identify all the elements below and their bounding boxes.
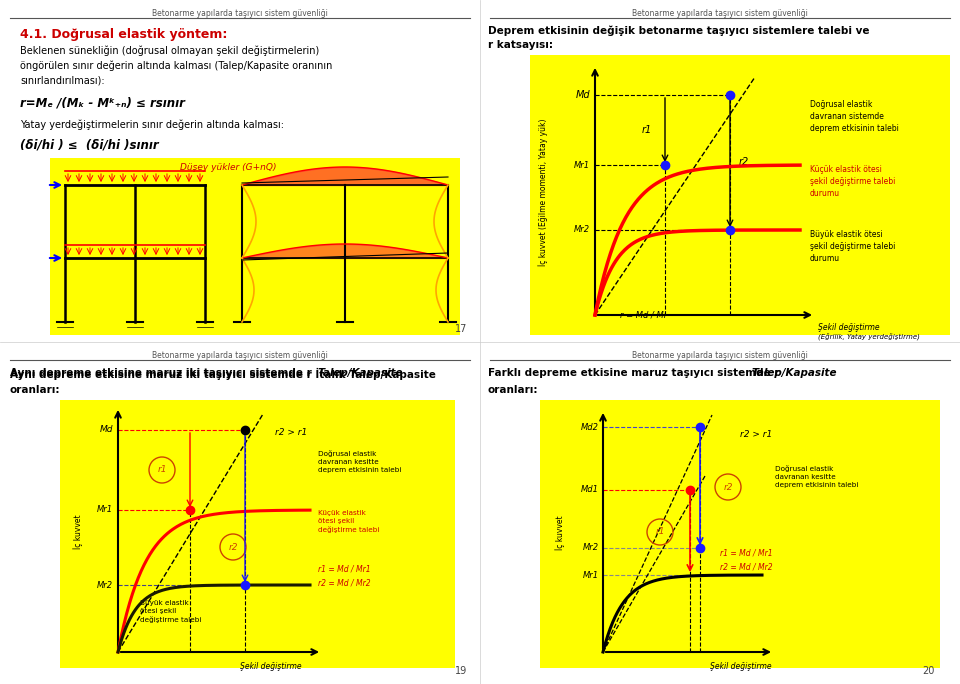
Text: r=Mₑ /(Mₖ - Mᵏ₊ₙ) ≤ rsınır: r=Mₑ /(Mₖ - Mᵏ₊ₙ) ≤ rsınır [20,96,185,109]
Text: Doğrusal elastik
davranan sistemde
deprem etkisinin talebi: Doğrusal elastik davranan sistemde depre… [810,100,899,133]
Text: r = Md / Mi: r = Md / Mi [620,310,666,319]
Text: r2: r2 [228,542,238,551]
Text: 20: 20 [923,666,935,676]
Text: Mr2: Mr2 [574,226,590,235]
Text: 19: 19 [455,666,467,676]
Text: İç kuvvet: İç kuvvet [73,514,83,549]
Text: Aynı depreme etkisine maruz iki taşıyıcı sistemde r İtalik Talep/Kapasite: Aynı depreme etkisine maruz iki taşıyıcı… [10,368,436,380]
Text: Mr2: Mr2 [97,581,113,590]
Text: r2 = Md / Mr2: r2 = Md / Mr2 [720,562,773,571]
Text: r1: r1 [157,466,167,475]
Text: İç kuvvet: İç kuvvet [555,516,564,551]
Text: Mr1: Mr1 [97,505,113,514]
Text: Betonarme yapılarda taşıyıcı sistem güvenliği: Betonarme yapılarda taşıyıcı sistem güve… [632,10,808,18]
Text: Betonarme yapılarda taşıyıcı sistem güvenliği: Betonarme yapılarda taşıyıcı sistem güve… [152,10,328,18]
Text: Farklı depreme etkisine maruz taşıyıcı sistemde r: Farklı depreme etkisine maruz taşıyıcı s… [488,368,783,378]
Text: r1: r1 [656,527,664,536]
Text: (Eğrilik, Yatay yerdeğiştirme): (Eğrilik, Yatay yerdeğiştirme) [818,333,920,341]
Text: Yatay yerdeğiştirmelerin sınır değerin altında kalması:: Yatay yerdeğiştirmelerin sınır değerin a… [20,120,284,131]
Text: Düşey yükler (G+nQ): Düşey yükler (G+nQ) [180,163,276,172]
Text: Mr1: Mr1 [583,570,599,579]
Text: Küçük elastik
ötesi şekil
değiştirme talebi: Küçük elastik ötesi şekil değiştirme tal… [318,510,379,534]
Text: Büyük elastik
ötesi şekil
değiştirme talebi: Büyük elastik ötesi şekil değiştirme tal… [140,600,202,623]
Text: Betonarme yapılarda taşıyıcı sistem güvenliği: Betonarme yapılarda taşıyıcı sistem güve… [632,352,808,360]
Bar [540,400,940,668]
Text: İç kuvvet (Eğilme momenti, Yatay yük): İç kuvvet (Eğilme momenti, Yatay yük) [538,118,548,266]
Text: Md: Md [100,425,113,434]
Text: r2: r2 [723,482,732,492]
Text: Şekil değiştirme: Şekil değiştirme [818,323,879,332]
Text: Md1: Md1 [581,486,599,495]
Text: r2 = Md / Mr2: r2 = Md / Mr2 [318,578,371,587]
Text: oranları:: oranları: [488,385,539,395]
Text: Şekil değiştirme: Şekil değiştirme [710,662,772,671]
Text: Talep/Kapasite: Talep/Kapasite [752,368,837,378]
Text: r2 > r1: r2 > r1 [740,430,772,439]
Text: 4.1. Doğrusal elastik yöntem:: 4.1. Doğrusal elastik yöntem: [20,28,228,41]
Text: 17: 17 [455,324,467,334]
Bar [530,55,950,335]
Text: r1 = Md / Mr1: r1 = Md / Mr1 [318,565,371,574]
Text: Md2: Md2 [581,423,599,432]
Text: r1 = Md / Mr1: r1 = Md / Mr1 [720,548,773,557]
Text: r2: r2 [739,157,749,167]
Text: Mr1: Mr1 [574,161,590,170]
Text: r katsayısı:: r katsayısı: [488,40,553,50]
Text: Deprem etkisinin değişik betonarme taşıyıcı sistemlere talebi ve: Deprem etkisinin değişik betonarme taşıy… [488,26,870,36]
Bar [60,400,455,668]
Bar [50,158,460,335]
Text: Küçük elastik ötesi
şekil değiştirme talebi
durumu: Küçük elastik ötesi şekil değiştirme tal… [810,165,896,198]
Text: r2 > r1: r2 > r1 [275,428,307,437]
Text: (δi/hi ) ≤  (δi/hi )sınır: (δi/hi ) ≤ (δi/hi )sınır [20,138,158,151]
Text: Doğrusal elastik
davranan kesitte
deprem etkisinin talebi: Doğrusal elastik davranan kesitte deprem… [775,465,858,488]
Text: Beklenen sünekliğin (doğrusal olmayan şekil değiştirmelerin)
öngörülen sınır değ: Beklenen sünekliğin (doğrusal olmayan şe… [20,46,332,86]
Text: Talep/Kapasite: Talep/Kapasite [318,368,403,378]
Text: Md: Md [575,90,590,100]
Text: r1: r1 [642,125,652,135]
Text: Betonarme yapılarda taşıyıcı sistem güvenliği: Betonarme yapılarda taşıyıcı sistem güve… [152,352,328,360]
Text: Aynı depreme etkisine maruz iki taşıyıcı sistemde r: Aynı depreme etkisine maruz iki taşıyıcı… [10,368,316,378]
Text: oranları:: oranları: [10,385,60,395]
Text: Büyük elastik ötesi
şekil değiştirme talebi
durumu: Büyük elastik ötesi şekil değiştirme tal… [810,230,896,263]
Text: Doğrusal elastik
davranan kesitte
deprem etkisinin talebi: Doğrusal elastik davranan kesitte deprem… [318,450,401,473]
Text: Şekil değiştirme: Şekil değiştirme [240,662,301,671]
Text: Mr2: Mr2 [583,544,599,553]
